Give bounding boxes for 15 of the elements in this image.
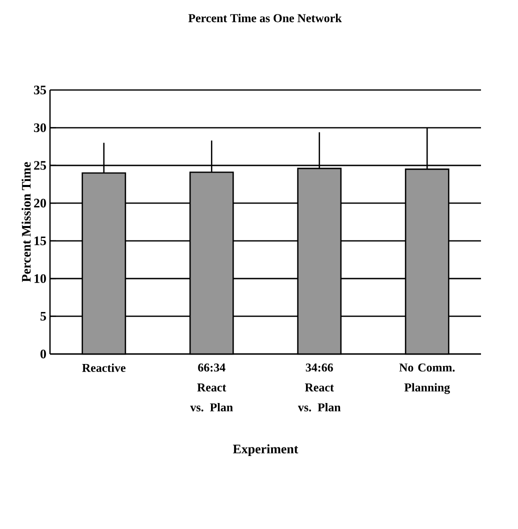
x-tick-label: 34:66 React vs. Plan [298, 364, 341, 412]
x-tick-label: No Comm. Planning [399, 364, 455, 394]
x-axis-title: Experiment [232, 444, 298, 456]
y-tick-label: 15 [34, 236, 46, 246]
y-tick-label: 10 [34, 274, 46, 283]
y-tick-label: 30 [34, 123, 46, 132]
x-tick-label: Reactive [82, 364, 126, 372]
chart-title: Percent Time as One Network [188, 14, 342, 22]
y-tick-label: 20 [34, 198, 46, 208]
y-tick-label: 35 [34, 86, 46, 94]
y-tick-label: 5 [40, 312, 46, 321]
x-tick-label: 66:34 React vs. Plan [190, 364, 233, 412]
y-tick-label: 0 [40, 350, 46, 358]
y-axis-title: Percent Mission Time [22, 162, 31, 282]
y-tick-label: 25 [34, 161, 46, 170]
